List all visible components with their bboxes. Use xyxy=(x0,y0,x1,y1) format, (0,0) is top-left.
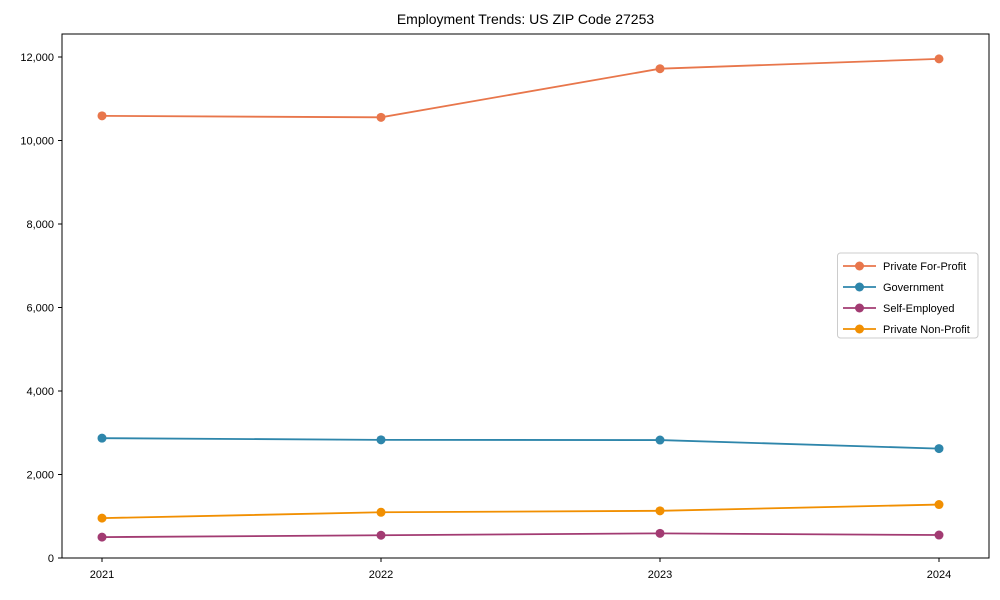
data-point-marker xyxy=(97,111,107,121)
data-point-marker xyxy=(934,530,944,540)
x-tick-label: 2023 xyxy=(648,569,672,581)
chart-title: Employment Trends: US ZIP Code 27253 xyxy=(396,11,655,27)
y-tick-label: 2,000 xyxy=(26,470,54,482)
legend-entry: Self-Employed xyxy=(843,303,955,315)
series-self-employed xyxy=(97,528,944,542)
legend-marker xyxy=(855,282,864,292)
x-axis: 2021 2022 2023 2024 xyxy=(90,558,951,581)
series-government xyxy=(97,433,944,454)
data-point-marker xyxy=(934,54,944,64)
legend-frame xyxy=(837,252,979,339)
data-point-marker xyxy=(97,433,107,443)
legend-entry: Government xyxy=(843,282,944,294)
y-tick-label: 12,000 xyxy=(20,52,54,64)
y-tick-label: 0 xyxy=(48,553,54,565)
y-tick-label: 8,000 xyxy=(26,219,54,231)
legend-marker xyxy=(855,324,864,334)
data-point-marker xyxy=(376,435,386,445)
x-tick-label: 2022 xyxy=(369,569,393,581)
data-point-marker xyxy=(376,112,386,122)
legend-marker xyxy=(855,261,864,271)
legend: Private For-Profit Government Self-Employe… xyxy=(837,252,979,339)
y-tick-label: 4,000 xyxy=(26,386,54,398)
series-line xyxy=(101,532,940,539)
x-tick-label: 2021 xyxy=(90,569,114,581)
series-private-non-profit xyxy=(97,500,944,523)
y-axis: 0 2,000 4,000 6,000 8,000 10,000 12,000 xyxy=(20,52,62,565)
legend-marker xyxy=(855,303,864,313)
data-point-marker xyxy=(655,506,665,516)
data-point-marker xyxy=(934,500,944,510)
series-line xyxy=(101,57,940,119)
series-line xyxy=(101,503,940,520)
data-point-marker xyxy=(376,530,386,540)
plot-frame xyxy=(61,33,990,559)
data-point-marker xyxy=(655,528,665,538)
legend-entry: Private Non-Profit xyxy=(843,324,970,336)
legend-label: Self-Employed xyxy=(883,303,955,315)
series-line xyxy=(101,437,940,450)
data-point-marker xyxy=(97,532,107,542)
data-point-marker xyxy=(376,507,386,517)
data-point-marker xyxy=(655,64,665,74)
legend-label: Private For-Profit xyxy=(883,261,966,273)
y-tick-label: 6,000 xyxy=(26,303,54,315)
data-point-marker xyxy=(97,513,107,523)
legend-entry: Private For-Profit xyxy=(843,261,966,273)
legend-label: Private Non-Profit xyxy=(883,324,970,336)
series-private-for-profit xyxy=(97,54,944,122)
data-point-marker xyxy=(655,435,665,445)
x-tick-label: 2024 xyxy=(927,569,951,581)
data-point-marker xyxy=(934,444,944,454)
legend-label: Government xyxy=(883,282,944,294)
y-tick-label: 10,000 xyxy=(20,136,54,148)
